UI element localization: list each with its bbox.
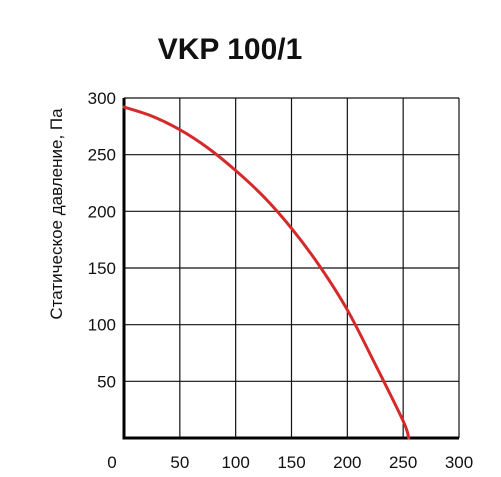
x-tick-label-300: 300	[445, 453, 473, 472]
y-tick-label-100: 100	[88, 316, 116, 335]
x-tick-labels: 0 50 100 150 200 250 300	[107, 453, 473, 472]
series-line-0	[122, 105, 411, 440]
y-tick-label-250: 250	[88, 146, 116, 165]
x-tick-label-100: 100	[221, 453, 249, 472]
series-layer	[122, 105, 411, 440]
x-tick-label-0: 0	[107, 453, 116, 472]
y-tick-label-300: 300	[88, 89, 116, 108]
x-tick-label-150: 150	[277, 453, 305, 472]
grid	[124, 97, 460, 438]
y-tick-labels: 50 100 150 200 250 300	[88, 89, 116, 391]
y-tick-label-150: 150	[88, 259, 116, 278]
y-tick-label-200: 200	[88, 202, 116, 221]
x-tick-label-200: 200	[333, 453, 361, 472]
x-tick-label-50: 50	[170, 453, 189, 472]
chart-title: VKP 100/1	[158, 33, 303, 66]
x-tick-label-250: 250	[389, 453, 417, 472]
y-axis-label: Статическое давление, Па	[47, 108, 66, 320]
y-tick-label-50: 50	[97, 372, 116, 391]
axes	[122, 98, 459, 440]
